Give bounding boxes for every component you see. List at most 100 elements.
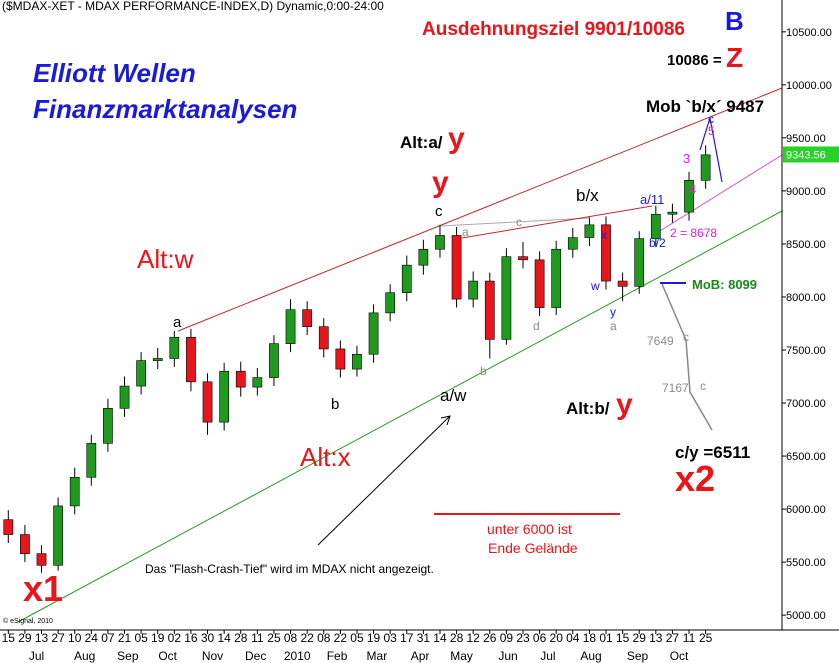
x-tick-label: 30 (201, 631, 215, 645)
y-tick-label: 5500.00 (786, 557, 826, 569)
y-tick-label: 6500.00 (786, 451, 826, 463)
candle-body (385, 292, 396, 314)
candle-body (103, 408, 113, 444)
annotation: b (480, 364, 487, 378)
x-tick-label: 13 (649, 631, 663, 645)
red-line (461, 205, 653, 239)
candle-body (36, 553, 47, 566)
y-tick-label: 5000.00 (786, 610, 826, 622)
month-label: Oct (158, 649, 177, 663)
x-tick-label: 06 (533, 631, 547, 645)
magenta-line (654, 154, 783, 235)
x-tick-label: 22 (334, 631, 348, 645)
candle-body (53, 505, 63, 566)
x-tick-label: 11 (251, 631, 264, 645)
candle-body (617, 280, 628, 287)
x-tick-label: 08 (284, 631, 298, 645)
annotation: b/x (576, 186, 599, 205)
candle-body (202, 381, 213, 423)
x-tick-label: 28 (450, 631, 464, 645)
annotation: 5 (708, 124, 715, 138)
candle-body (634, 238, 645, 287)
upper-channel (177, 87, 783, 332)
candle-body (219, 370, 230, 423)
candle-body (335, 348, 346, 370)
x-tick-label: 15 (616, 631, 630, 645)
annotation: y (448, 122, 465, 155)
lower-channel (17, 210, 783, 623)
x-tick-label: 28 (234, 631, 248, 645)
x-tick-label: 03 (383, 631, 397, 645)
x-tick-label: 27 (51, 631, 65, 645)
annotation: Alt:w (137, 244, 194, 274)
candle-body (20, 534, 30, 554)
annotation: x (601, 228, 607, 242)
candle-body (518, 256, 528, 261)
annotation: c (516, 215, 522, 229)
annotation: Finanzmarktanalysen (33, 94, 297, 124)
candle-body (501, 256, 512, 340)
candle-body (252, 377, 263, 388)
y-tick-label: 10000.00 (786, 80, 832, 92)
last-price-label: 9343.56 (786, 149, 826, 161)
month-label: Mar (367, 649, 388, 663)
month-label: Nov (202, 649, 223, 663)
x-tick-label: 08 (317, 631, 331, 645)
annotation: unter 6000 ist (487, 521, 572, 537)
annotation: d (533, 319, 540, 333)
annotation: 10086 = (667, 52, 722, 69)
y-tick-label: 7500.00 (786, 345, 826, 357)
candle-body (69, 476, 80, 507)
annotation: Elliott Wellen (33, 58, 196, 88)
candle-body (119, 385, 130, 409)
gray-line (439, 217, 591, 227)
candle-body (451, 235, 462, 300)
x-tick-label: 16 (184, 631, 198, 645)
annotation: 4 (689, 182, 696, 197)
y-tick-label: 10500.00 (786, 27, 832, 39)
month-label: Jun (498, 649, 517, 663)
annotation: w (590, 279, 600, 293)
month-label: Sep (627, 649, 649, 663)
annotation: b (331, 396, 339, 413)
x-tick-label: 14 (433, 631, 447, 645)
candle-body (700, 154, 711, 181)
x-tick-label: 31 (417, 631, 431, 645)
candle-body (601, 224, 611, 282)
candle-body (551, 248, 562, 308)
month-label: Aug (580, 649, 601, 663)
candle-body (468, 280, 479, 300)
arrow (317, 415, 451, 546)
annotation: B (725, 6, 744, 36)
x-tick-label: 21 (118, 631, 132, 645)
month-label: May (450, 649, 473, 663)
projection-path (661, 283, 713, 431)
wave-path (699, 117, 723, 183)
y-tick-label: 9500.00 (786, 133, 826, 145)
candle-body (302, 309, 313, 327)
annotation: MoB: 8099 (692, 277, 757, 292)
annotation: 7167 (662, 381, 689, 395)
annotation: Ausdehnungsziel 9901/10086 (422, 19, 685, 40)
x-tick-label: 07 (101, 631, 115, 645)
annotation: a (462, 225, 469, 239)
candle-body (667, 211, 678, 215)
month-label: Feb (327, 649, 348, 663)
y-tick-label: 8000.00 (786, 292, 826, 304)
candle-body (86, 443, 97, 478)
x-tick-label: 17 (400, 631, 414, 645)
chart-title: ($MDAX-XET - MDAX PERFORMANCE-INDEX,D) D… (2, 0, 384, 13)
candle-body (285, 309, 296, 344)
x-tick-label: 25 (267, 631, 281, 645)
candle-body (3, 519, 14, 535)
candle-body (169, 336, 180, 359)
x-tick-label: 18 (583, 631, 597, 645)
annotation: y (432, 166, 449, 199)
x-tick-label: 09 (500, 631, 514, 645)
y-tick-label: 7000.00 (786, 398, 826, 410)
last-price-box (783, 146, 839, 163)
annotation: c/y =6511 (675, 443, 750, 462)
x-tick-label: 27 (666, 631, 680, 645)
candle-body (684, 180, 694, 213)
annotation: c (683, 330, 689, 344)
